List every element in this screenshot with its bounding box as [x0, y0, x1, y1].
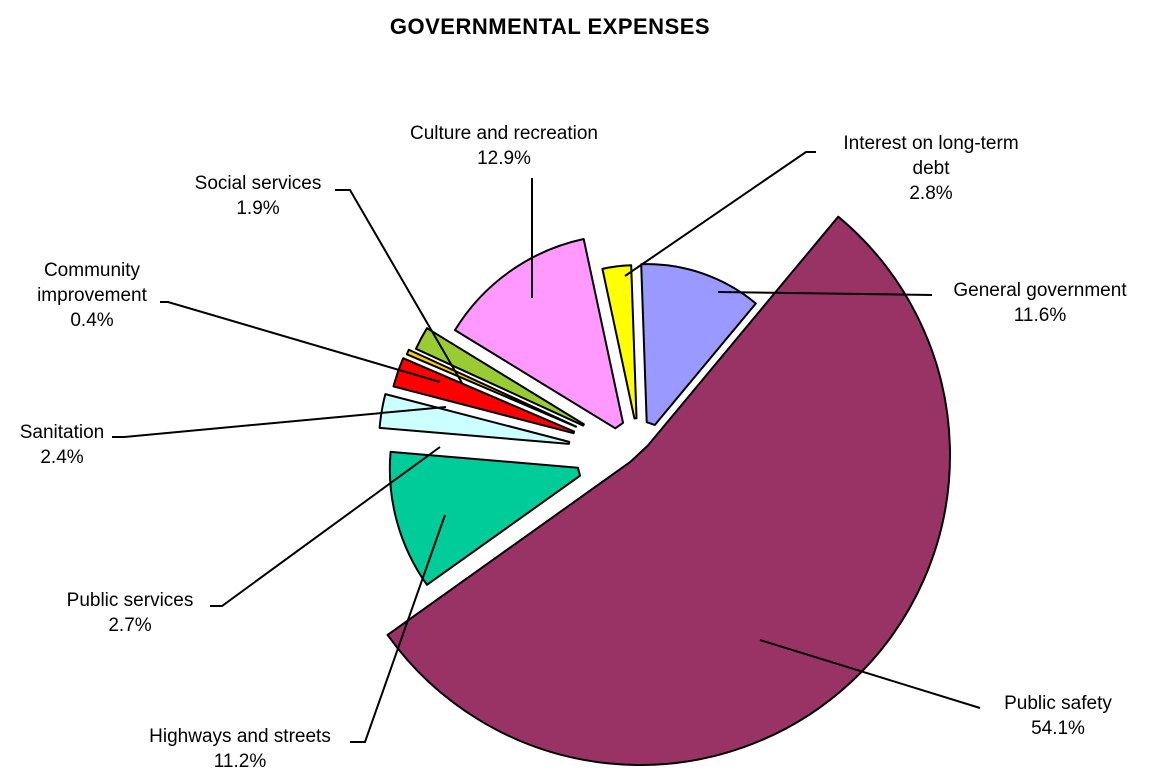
- slice-value-label-public-services: 2.7%: [108, 615, 151, 636]
- slice-category-label-public-services: Public services: [67, 590, 194, 611]
- chart-title: GOVERNMENTAL EXPENSES: [389, 14, 711, 39]
- slice-category-label-culture-and-recreation: Culture and recreation: [410, 123, 598, 144]
- pie-slice-public-safety: [386, 215, 951, 766]
- slice-value-label-highways-and-streets: 11.2%: [214, 751, 267, 772]
- slice-category-label-general-government: General government: [953, 280, 1127, 301]
- slice-category-label-public-safety: Public safety: [1004, 693, 1112, 714]
- slice-value-label-culture-and-recreation: 12.9%: [477, 148, 531, 169]
- pie-slice-general-government: [640, 263, 757, 426]
- pie-slice-highways-and-streets: [388, 450, 582, 586]
- leader-line-general-government: [717, 291, 933, 296]
- leader-line-sanitation: [112, 406, 447, 438]
- pie-slice-interest-on-long-term-debt: [601, 264, 638, 420]
- leader-line-social-services: [335, 189, 463, 384]
- leader-line-public-safety: [759, 639, 981, 709]
- leader-line-public-services: [210, 446, 441, 607]
- slice-value-label-community-improvement: 0.4%: [70, 310, 113, 331]
- slice-category-label-community-improvement: Community: [44, 260, 141, 281]
- slice-category-label-sanitation: Sanitation: [20, 422, 105, 443]
- pie-slice-social-services: [414, 327, 585, 427]
- pie-slice-community-improvement: [405, 348, 578, 428]
- leader-line-interest-on-long-term-debt: [624, 151, 816, 277]
- slice-category-label-social-services: Social services: [195, 173, 322, 194]
- slice-value-label-sanitation: 2.4%: [40, 447, 83, 468]
- pie-slice-culture-and-recreation: [453, 238, 625, 430]
- slice-value-label-interest-on-long-term-debt: 2.8%: [909, 183, 952, 204]
- slice-value-label-public-safety: 54.1%: [1031, 718, 1085, 739]
- slice-category-label-interest-on-long-term-debt: Interest on long-term: [843, 133, 1018, 154]
- pie-slice-public-services: [378, 393, 571, 445]
- slice-category-label-community-improvement: improvement: [37, 285, 148, 306]
- leader-line-community-improvement: [160, 301, 441, 383]
- slice-category-label-highways-and-streets: Highways and streets: [149, 726, 331, 747]
- pie-slice-sanitation: [392, 357, 576, 435]
- slice-value-label-general-government: 11.6%: [1014, 305, 1067, 326]
- slice-value-label-social-services: 1.9%: [236, 198, 279, 219]
- leader-line-highways-and-streets: [350, 514, 446, 743]
- slice-category-label-interest-on-long-term-debt: debt: [913, 158, 951, 179]
